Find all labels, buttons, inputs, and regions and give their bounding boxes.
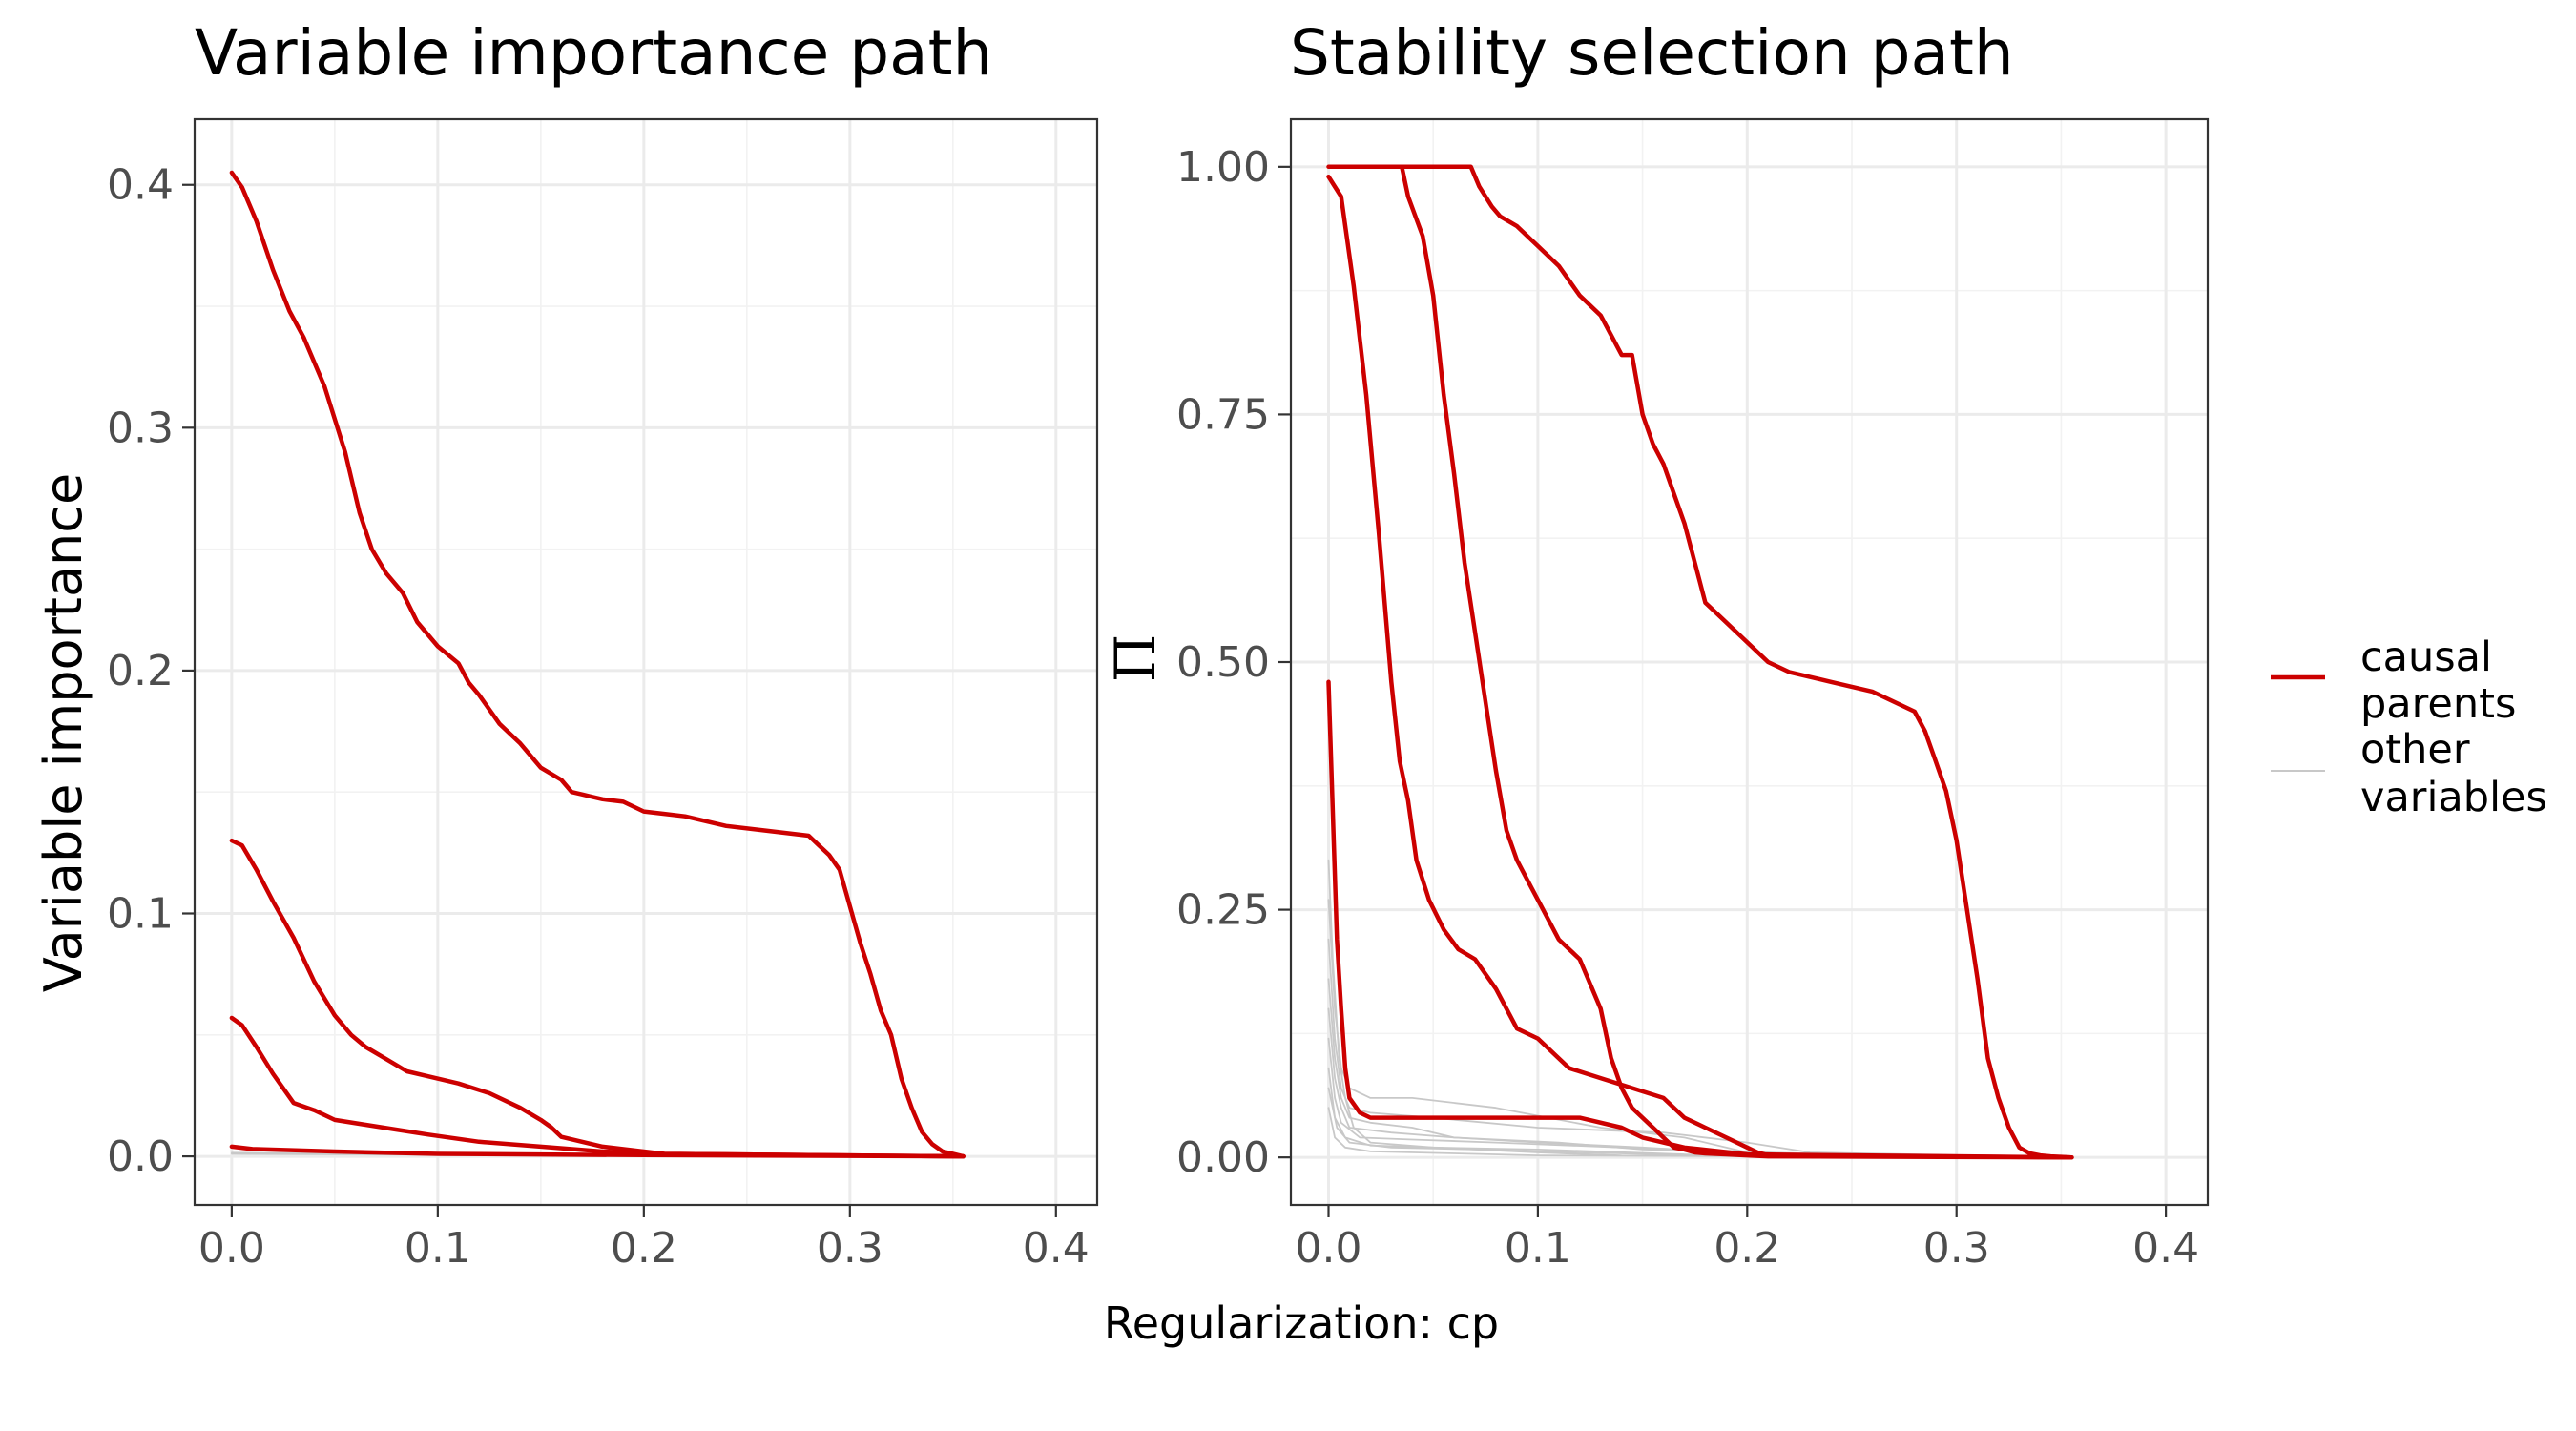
- variable-importance-y-tick-label: 0.1: [107, 889, 174, 938]
- causal-parent-line: [1326, 174, 2074, 1160]
- causal-parent-line: [1326, 679, 2074, 1160]
- variable-importance-y-tick-label: 0.2: [107, 647, 174, 695]
- other-variable-line: [1327, 1107, 2073, 1159]
- stability-selection-lines: [1326, 164, 2074, 1160]
- variable-importance-x-tick-label: 0.1: [405, 1224, 471, 1273]
- variable-importance-plot-background: [195, 119, 1097, 1205]
- causal-parent-line: [229, 838, 966, 1159]
- variable-importance-panel: Variable importance path 0.0 0.1 0.2 0.3 0.4…: [33, 16, 1099, 1273]
- shared-xlabel: Regularization: cp: [1104, 1297, 1499, 1349]
- legend: causal parents other variables: [2271, 633, 2547, 821]
- variable-importance-y-tick-label: 0.4: [107, 161, 174, 210]
- variable-importance-title: Variable importance path: [195, 16, 992, 90]
- legend-label-causal-parents-line2: parents: [2360, 680, 2516, 728]
- other-variable-line: [1327, 1087, 2073, 1159]
- legend-label-other-variables-line2: variables: [2360, 774, 2547, 821]
- stability-selection-x-tick-label: 0.1: [1505, 1224, 1571, 1273]
- variable-importance-ylabel: Variable importance: [33, 473, 93, 992]
- variable-importance-plot-border: [193, 117, 1099, 1207]
- stability-selection-x-tick-label: 0.3: [1923, 1224, 1990, 1273]
- causal-parent-line: [229, 1144, 966, 1159]
- stability-selection-y-tick-label: 0.75: [1176, 390, 1270, 439]
- causal-parent-line: [229, 170, 966, 1159]
- legend-label-causal-parents-line1: causal: [2360, 633, 2492, 681]
- causal-parent-line: [1326, 164, 2074, 1160]
- stability-selection-x-tick-label: 0.0: [1296, 1224, 1362, 1273]
- variable-importance-y-tick-label: 0.3: [107, 404, 174, 452]
- variable-importance-ticks: 0.0 0.1 0.2 0.3 0.4 0.0 0.1 0.2 0.3 0.4: [107, 161, 1090, 1273]
- stability-selection-ylabel: Π: [1103, 634, 1168, 683]
- stability-selection-panel: Stability selection path 0.0 0.1 0.2 0.3 0.4…: [1103, 16, 2210, 1273]
- stability-selection-y-tick-label: 1.00: [1176, 143, 1270, 192]
- causal-parent-line: [1400, 164, 2074, 1160]
- stability-selection-gridlines: [1291, 119, 2208, 1205]
- stability-selection-title: Stability selection path: [1290, 16, 2014, 90]
- variable-importance-x-tick-label: 0.3: [817, 1224, 883, 1273]
- stability-selection-y-tick-label: 0.25: [1176, 886, 1270, 935]
- variable-importance-x-tick-label: 0.0: [198, 1224, 265, 1273]
- stability-selection-y-tick-label: 0.50: [1176, 638, 1270, 687]
- variable-importance-lines: [229, 170, 966, 1159]
- variable-importance-y-tick-label: 0.0: [107, 1132, 174, 1181]
- other-variable-line: [1327, 859, 2073, 1159]
- stability-selection-y-tick-label: 0.00: [1176, 1133, 1270, 1182]
- variable-importance-x-tick-label: 0.4: [1023, 1224, 1090, 1273]
- stability-selection-x-tick-label: 0.2: [1714, 1224, 1780, 1273]
- variable-importance-x-tick-label: 0.2: [611, 1224, 677, 1273]
- stability-selection-x-tick-label: 0.4: [2132, 1224, 2199, 1273]
- other-variable-line: [1327, 899, 2073, 1159]
- legend-label-other-variables-line1: other: [2360, 726, 2470, 774]
- causal-parent-line: [229, 1015, 966, 1159]
- stability-selection-ticks: 0.0 0.1 0.2 0.3 0.4 0.00 0.25 0.50 0.75 1.00: [1176, 143, 2199, 1273]
